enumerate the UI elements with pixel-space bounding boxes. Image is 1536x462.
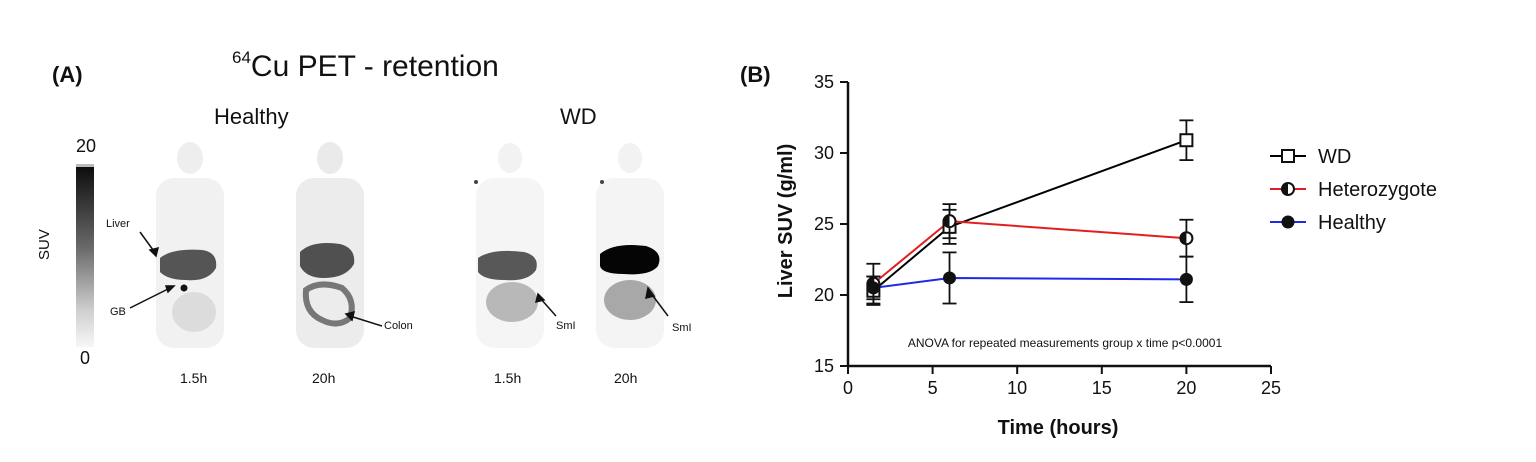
- pet-healthy-1-5h: [156, 142, 224, 348]
- chart-axes: 0 5 10 15 20 25 15 20 25 30 35: [814, 72, 1281, 398]
- group-label-healthy: Healthy: [214, 104, 289, 129]
- panel-b-label: (B): [740, 62, 771, 87]
- chart-series: [866, 119, 1194, 306]
- legend-label-healthy: Healthy: [1318, 212, 1386, 234]
- time-label-healthy-20h: 20h: [312, 370, 336, 386]
- x-axis-label: Time (hours): [998, 417, 1119, 439]
- pet-images: [129, 142, 669, 348]
- legend-marker-healthy: [1281, 215, 1295, 229]
- colorbar-min: 0: [80, 348, 91, 368]
- series-points-wd: [866, 119, 1194, 306]
- y-axis-label: Liver SUV (g/ml): [775, 144, 797, 298]
- x-tick-label: 10: [1007, 378, 1027, 398]
- series-points-healthy: [866, 251, 1194, 305]
- colorbar-max: 20: [76, 136, 97, 156]
- data-point-half: [1180, 232, 1187, 245]
- data-point: [943, 271, 957, 285]
- legend-marker-heterozygote-half: [1282, 183, 1288, 195]
- annotation-gb: GB: [110, 306, 126, 318]
- x-tick-label: 0: [843, 378, 853, 398]
- series-points-heterozygote: [866, 203, 1194, 305]
- pet-wd-1-5h: [474, 143, 544, 348]
- chart-legend: WD Heterozygote Healthy: [1270, 146, 1437, 234]
- annotation-arrows: [129, 231, 669, 327]
- annotation-liver: Liver: [106, 218, 130, 230]
- data-point: [1179, 272, 1193, 286]
- x-tick-label: 20: [1176, 378, 1196, 398]
- annotation-sml-1: SmI: [556, 320, 576, 332]
- annotation-sml-2: SmI: [672, 322, 692, 334]
- time-label-wd-20h: 20h: [614, 370, 638, 386]
- pet-healthy-20h: [296, 142, 364, 348]
- pet-wd-20h: [596, 143, 664, 348]
- chart-annotation: ANOVA for repeated measurements group x …: [908, 336, 1223, 350]
- y-tick-label: 15: [814, 356, 834, 376]
- legend-label-heterozygote: Heterozygote: [1318, 179, 1437, 201]
- y-tick-label: 35: [814, 72, 834, 92]
- pet-title: 64Cu PET - retention: [232, 48, 499, 84]
- title-main: Cu PET - retention: [250, 50, 499, 83]
- group-label-wd: WD: [560, 104, 597, 129]
- y-tick-label: 20: [814, 285, 834, 305]
- series-line-wd: [872, 139, 1187, 292]
- data-point: [866, 281, 880, 295]
- x-tick-label: 25: [1261, 378, 1281, 398]
- x-tick-label: 15: [1092, 378, 1112, 398]
- legend-label-wd: WD: [1318, 146, 1351, 168]
- time-label-healthy-1-5h: 1.5h: [180, 370, 208, 386]
- series-line-healthy: [873, 276, 1187, 289]
- legend-marker-wd: [1281, 149, 1295, 163]
- data-point-half: [943, 215, 950, 228]
- annotation-colon: Colon: [384, 320, 413, 332]
- data-point: [1179, 133, 1194, 148]
- y-tick-label: 30: [814, 143, 834, 163]
- title-superscript: 64: [232, 48, 251, 67]
- colorbar: [76, 164, 94, 347]
- y-tick-label: 25: [814, 214, 834, 234]
- x-tick-label: 5: [928, 378, 938, 398]
- panel-a-label: (A): [52, 62, 83, 87]
- time-label-wd-1-5h: 1.5h: [494, 370, 522, 386]
